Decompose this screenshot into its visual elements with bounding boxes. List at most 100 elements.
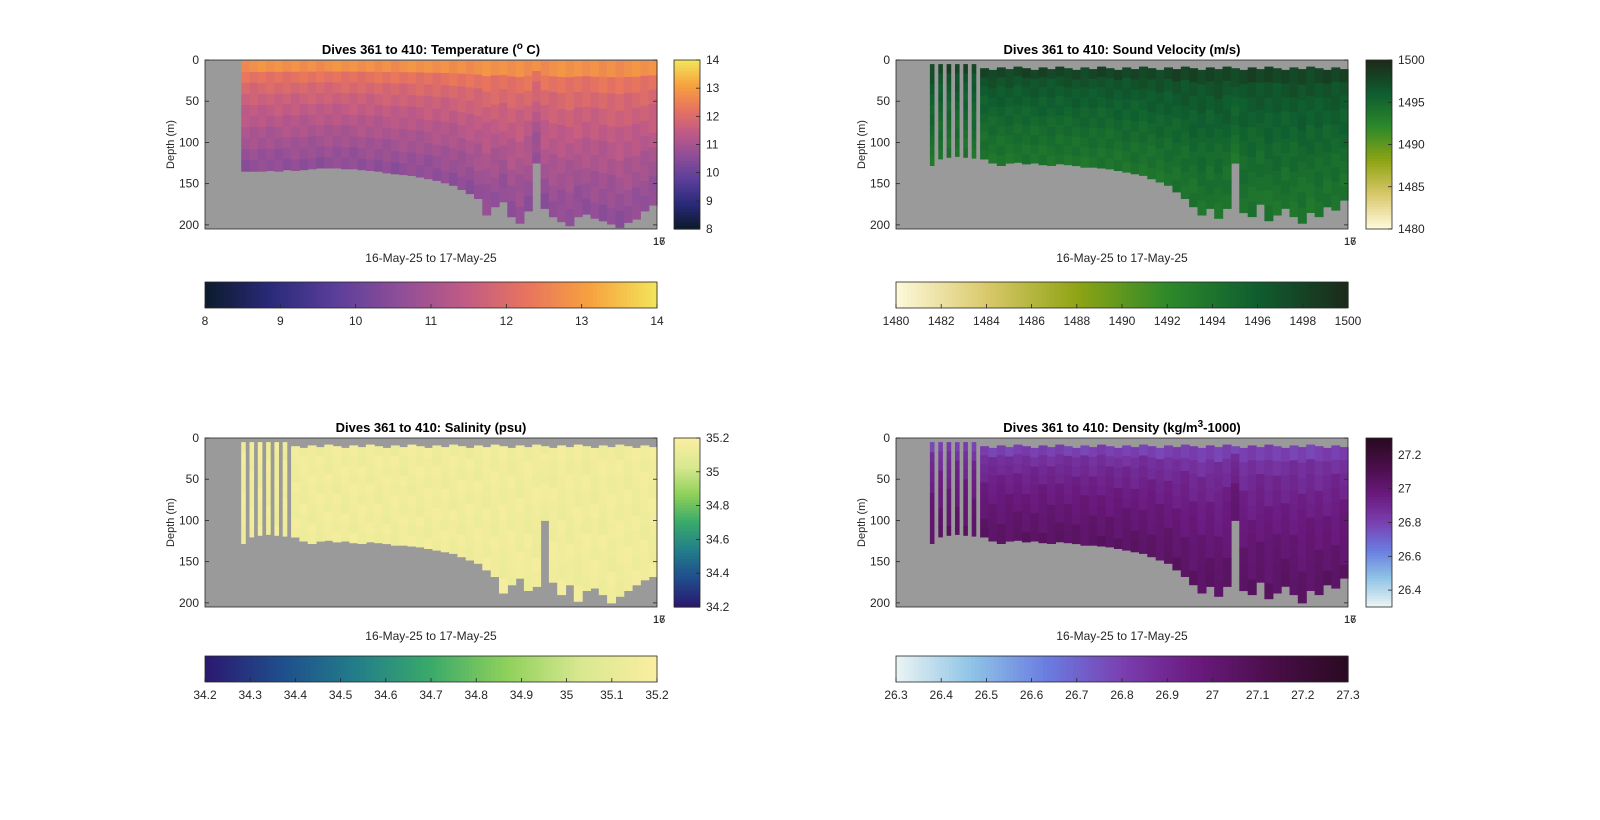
hcolorbar-step [1035, 656, 1040, 682]
profile-cell [1306, 197, 1316, 213]
profile-cell [499, 173, 508, 189]
hcolorbar-tick-label: 26.8 [1110, 688, 1134, 702]
hcolorbar-tick-label: 1498 [1289, 314, 1316, 328]
profile-cell [1005, 116, 1015, 126]
profile-cell [390, 505, 400, 516]
profile-cell [1038, 533, 1048, 544]
hcolorbar-step [570, 282, 575, 308]
profile-cell [540, 483, 550, 492]
hcolorbar-step [1265, 656, 1270, 682]
profile-cell [499, 89, 508, 104]
profile-cell [1088, 496, 1098, 507]
colorbar-step [1366, 138, 1392, 143]
profile-cell [988, 97, 998, 108]
profile-cell [963, 129, 968, 140]
profile-cell [1281, 475, 1291, 490]
profile-cell [598, 188, 608, 206]
hcolorbar-step [1321, 656, 1326, 682]
profile-cell [971, 489, 977, 499]
hcolorbar-step [960, 282, 965, 308]
profile-cell [1005, 456, 1015, 467]
profile-cell [1013, 85, 1023, 96]
hcolorbar-step [1299, 282, 1304, 308]
profile-cell [266, 71, 275, 84]
hcolorbar-step [1306, 282, 1311, 308]
profile-cell [1256, 528, 1265, 543]
profile-cell [1147, 523, 1157, 536]
profile-cell [1005, 69, 1015, 79]
profile-cell [424, 60, 433, 74]
profile-cell [332, 503, 342, 514]
hcolorbar-tick-label: 1480 [883, 314, 910, 328]
profile-cell [1205, 166, 1215, 181]
profile-cell [432, 84, 442, 98]
profile-cell [407, 444, 417, 456]
profile-cell [307, 60, 317, 73]
profile-cell [971, 120, 977, 131]
profile-cell [1021, 87, 1031, 98]
profile-cell [424, 131, 433, 144]
profile-cell [523, 165, 533, 182]
profile-cell [1155, 103, 1165, 116]
profile-cell [282, 71, 292, 84]
hcolorbar-step [619, 282, 624, 308]
profile-cell [590, 560, 600, 575]
profile-cell [598, 92, 608, 110]
profile-cell [457, 479, 467, 491]
profile-cell [241, 60, 251, 73]
profile-cell [482, 557, 492, 571]
profile-cell [1222, 151, 1232, 167]
profile-cell [515, 485, 525, 499]
profile-cell [1306, 66, 1316, 82]
profile-cell [399, 106, 409, 119]
profile-cell [415, 486, 425, 498]
hcolorbar-step [385, 656, 391, 682]
profile-cell [1180, 471, 1190, 485]
hcolorbar-step [404, 656, 409, 682]
colorbar-tick-label: 9 [706, 194, 713, 208]
profile-cell [1021, 96, 1031, 107]
profile-cell [1155, 548, 1165, 561]
profile-cell [332, 455, 342, 466]
profile-cell [474, 469, 483, 482]
profile-cell [1322, 502, 1332, 517]
hcolorbar-step [510, 282, 515, 308]
profile-cell [1272, 549, 1282, 565]
colorbar-step [1366, 502, 1392, 507]
profile-cell [963, 92, 968, 102]
profile-cell [1281, 125, 1291, 140]
colorbar-step [674, 195, 700, 199]
profile-cell [1180, 484, 1190, 498]
hcolorbar-step [540, 656, 545, 682]
profile-cell [548, 488, 558, 503]
hcolorbar-step [370, 656, 376, 682]
colorbar-step [674, 85, 700, 89]
colorbar-step [674, 203, 700, 208]
profile-cell [1256, 150, 1265, 165]
colorbar-tick-label: 34.8 [706, 499, 730, 513]
profile-cell [1306, 459, 1316, 475]
profile-cell [1180, 185, 1190, 199]
profile-cell [946, 101, 952, 112]
colorbar-step [1366, 141, 1392, 146]
colorbar-step [674, 581, 700, 585]
profile-cell [1239, 462, 1249, 477]
hcolorbar-step [528, 656, 534, 682]
profile-columns [929, 64, 1349, 224]
profile-cell [374, 116, 384, 128]
profile-cell [557, 205, 567, 223]
hcolorbar-step [1204, 656, 1210, 682]
profile-cell [648, 133, 658, 148]
profile-cell [474, 445, 483, 458]
profile-cell [1013, 482, 1023, 493]
profile-cell [349, 533, 359, 544]
profile-cell [282, 104, 292, 116]
profile-cell [971, 92, 977, 103]
profile-cell [1021, 522, 1031, 533]
profile-cell [532, 473, 542, 488]
profile-cell [324, 71, 334, 83]
profile-cell [1331, 195, 1341, 211]
colorbar-step [1366, 214, 1392, 219]
profile-cell [399, 140, 409, 153]
profile-cell [382, 457, 392, 468]
